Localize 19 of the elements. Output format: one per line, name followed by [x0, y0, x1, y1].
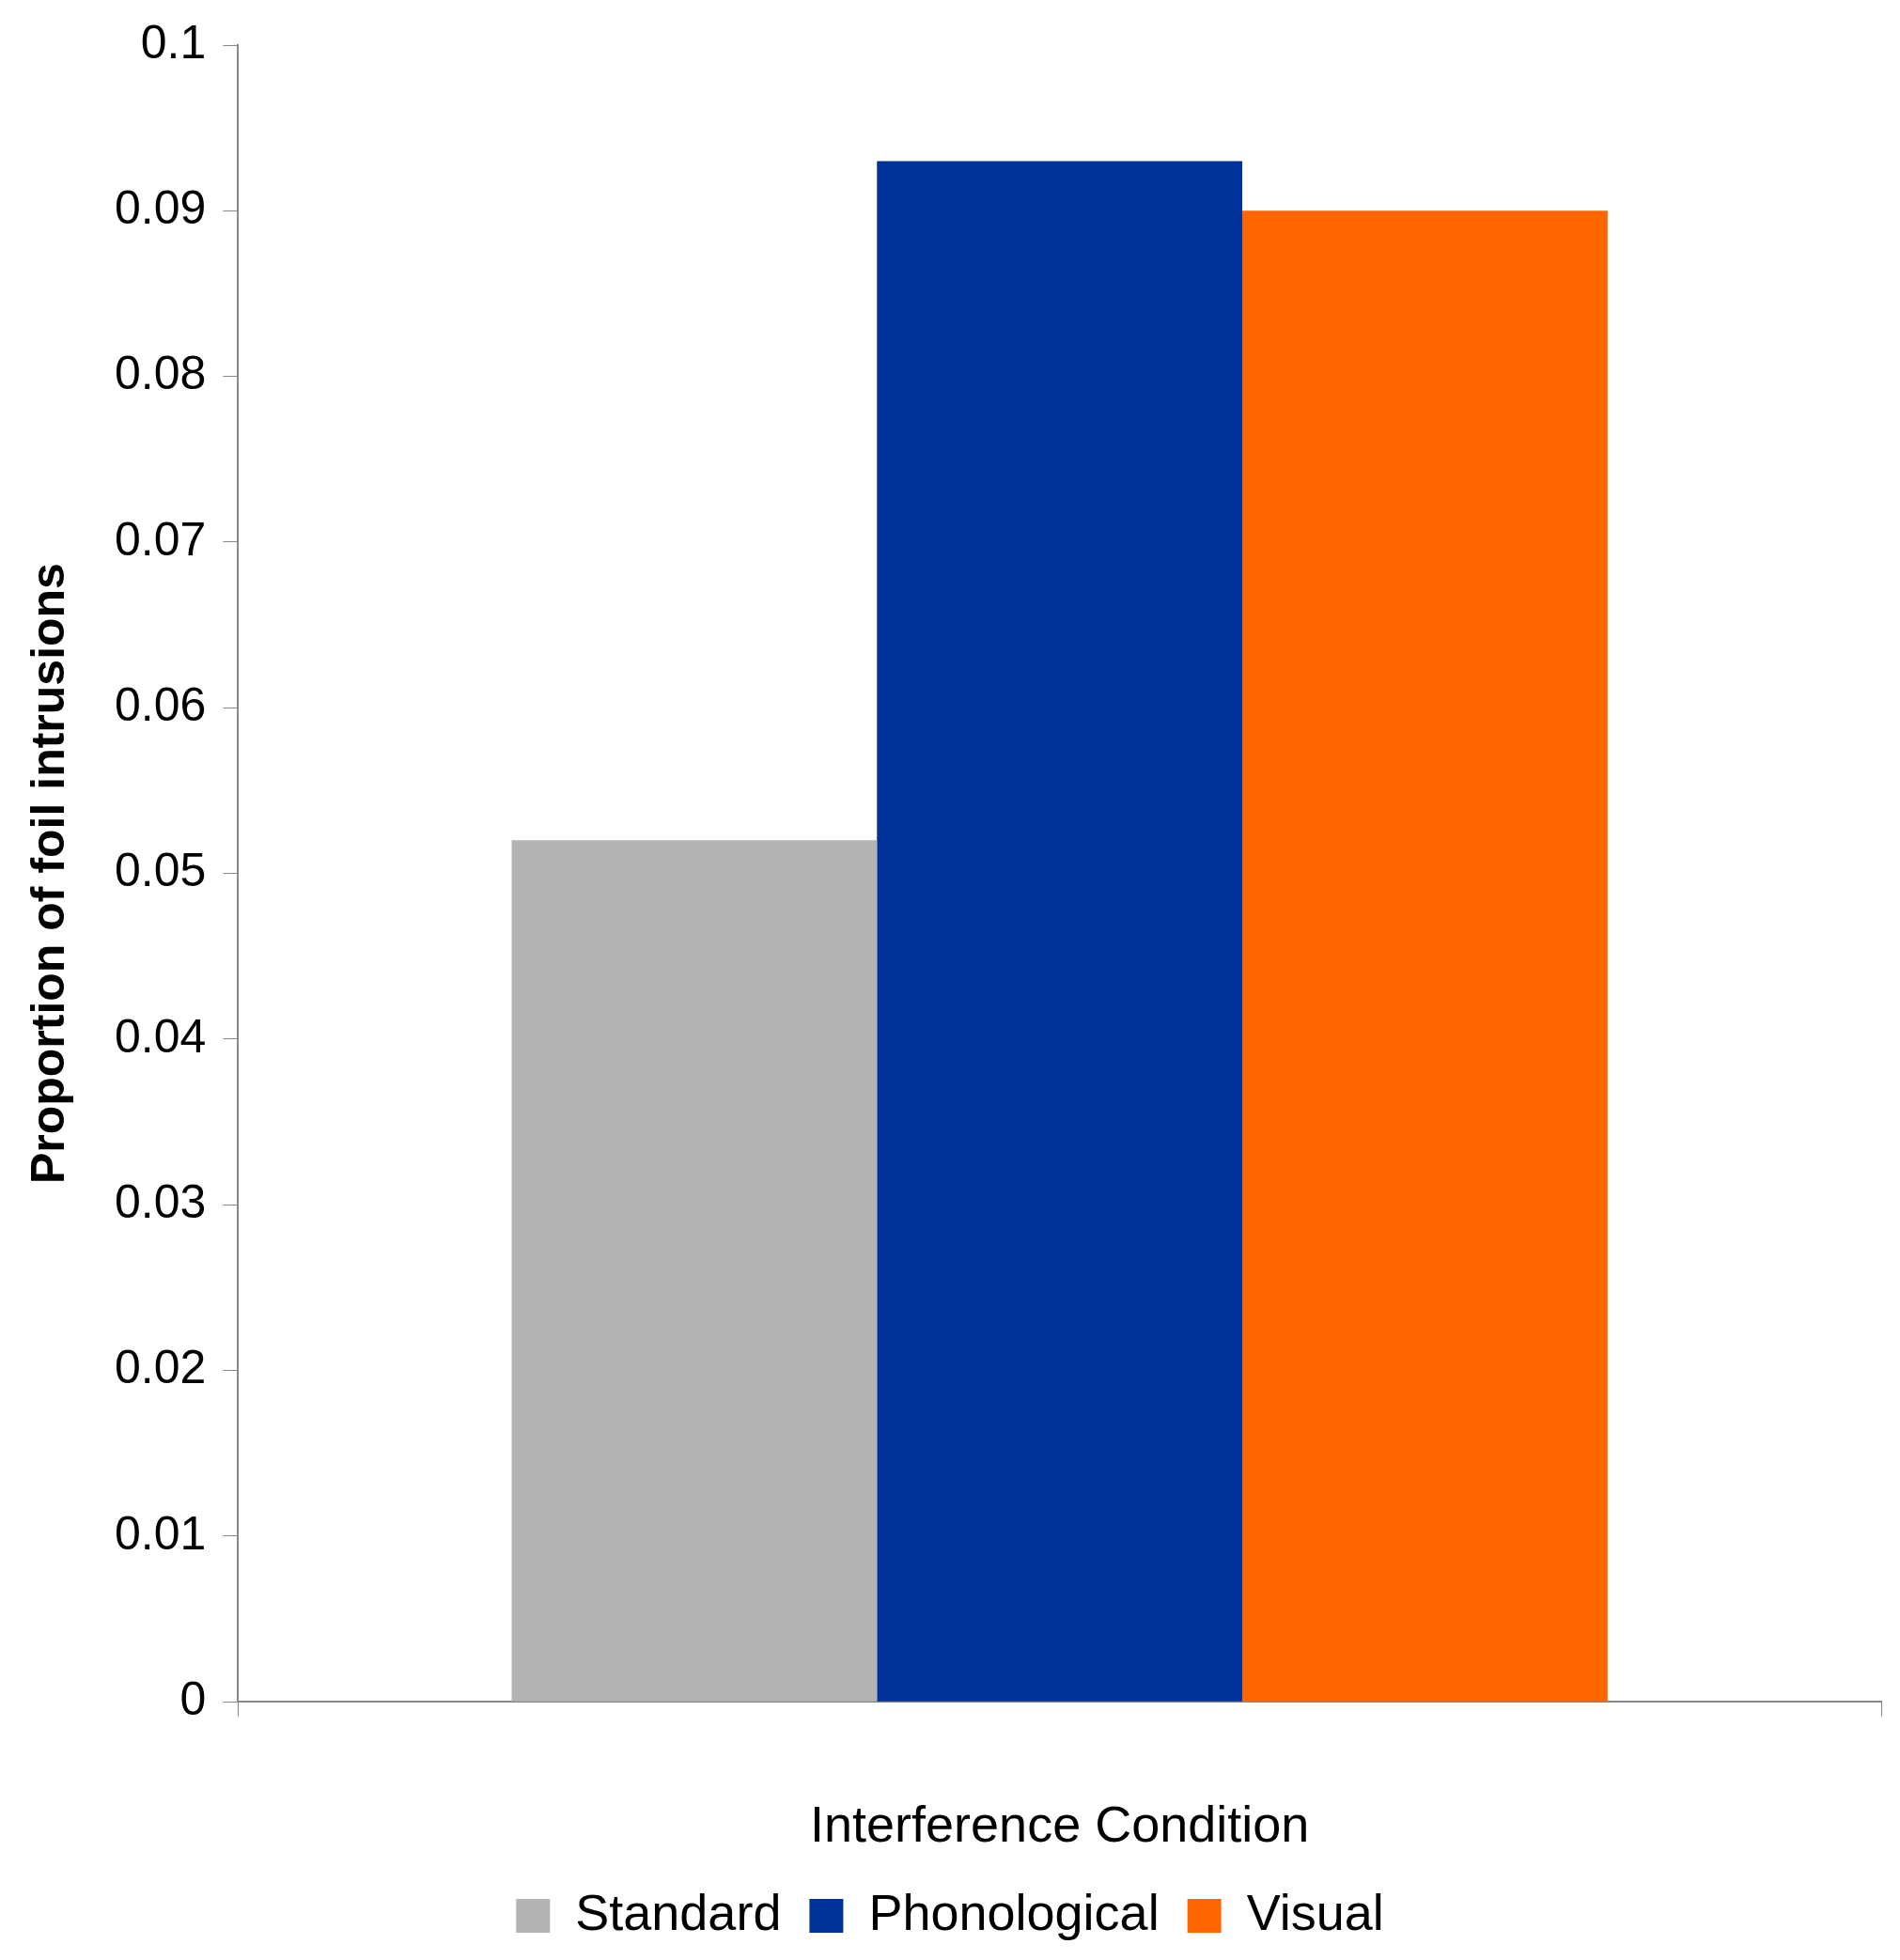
y-tick-label: 0.04 [114, 1009, 207, 1063]
legend-label: Visual [1246, 1883, 1384, 1940]
legend-label: Phonological [868, 1883, 1160, 1940]
x-axis-title: Interference Condition [809, 1796, 1310, 1853]
y-tick-label: 0.03 [114, 1175, 207, 1229]
y-tick-label: 0.02 [114, 1341, 207, 1394]
y-tick-label: 0.08 [114, 347, 207, 400]
y-tick-label: 0.05 [114, 844, 207, 897]
y-tick-label: 0 [179, 1672, 207, 1725]
legend-label: Standard [575, 1883, 782, 1940]
y-tick-label: 0.06 [114, 678, 207, 732]
bar [511, 840, 878, 1702]
bar [1242, 210, 1608, 1702]
bar [877, 161, 1243, 1702]
y-tick-label: 0.1 [140, 15, 207, 69]
y-tick-label: 0.09 [114, 181, 207, 235]
y-tick-label: 0.07 [114, 512, 207, 566]
y-tick-label: 0.01 [114, 1506, 207, 1560]
y-axis-title: Proportion of foil intrusions [21, 563, 74, 1185]
